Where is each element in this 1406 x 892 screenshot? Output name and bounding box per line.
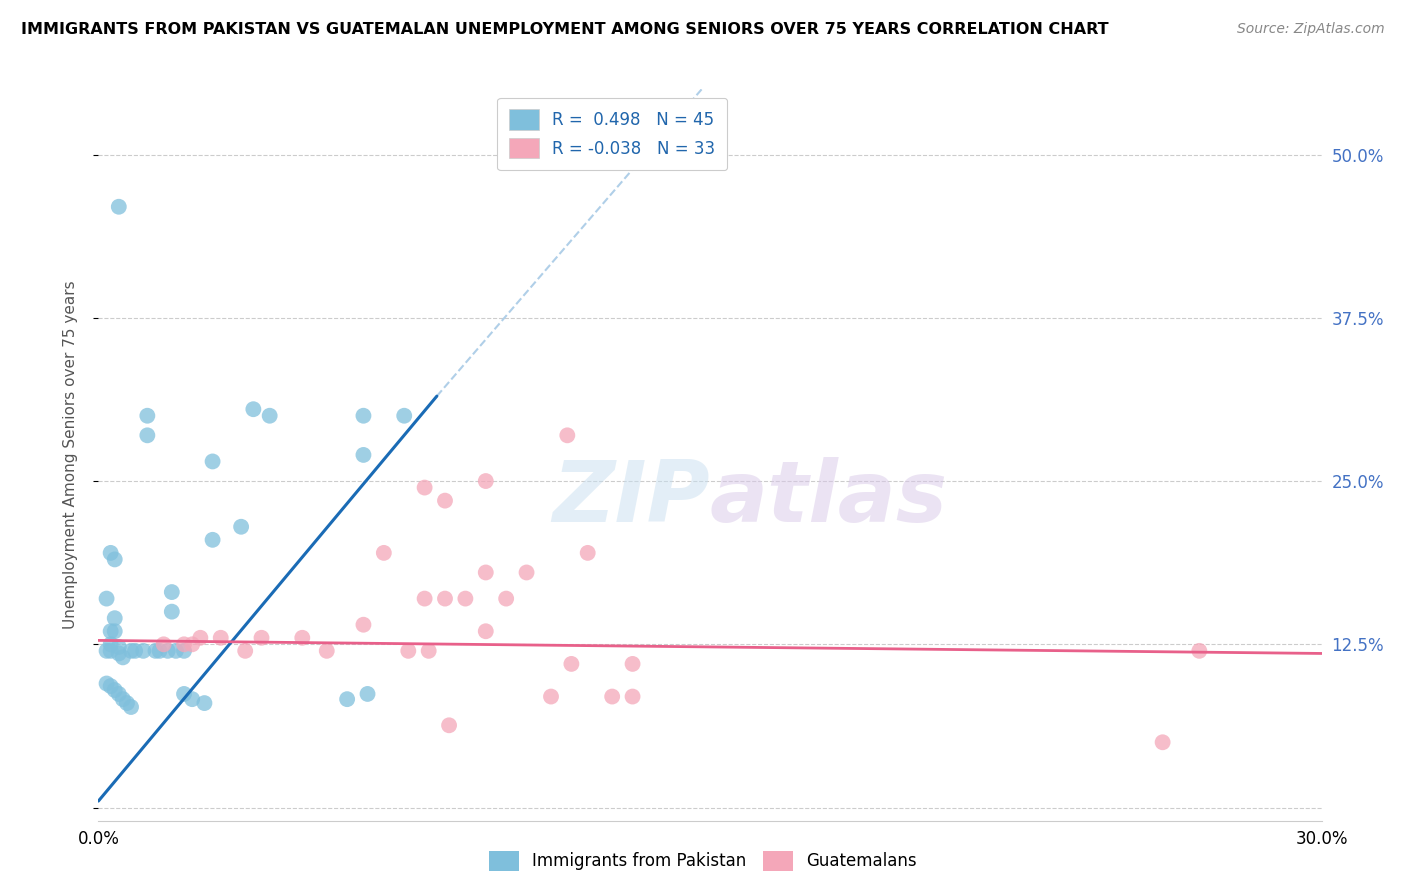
Point: [495, 591, 517, 606]
Point: [557, 428, 579, 442]
Point: [108, 200, 131, 214]
Point: [108, 647, 131, 661]
Point: [540, 690, 562, 704]
Point: [352, 409, 374, 423]
Point: [96, 644, 118, 658]
Point: [145, 644, 167, 658]
Point: [434, 493, 457, 508]
Point: [474, 624, 498, 639]
Point: [100, 624, 122, 639]
Point: [250, 631, 273, 645]
Point: [156, 644, 179, 658]
Point: [173, 687, 195, 701]
Point: [259, 409, 281, 423]
Point: [413, 591, 436, 606]
Point: [373, 546, 395, 560]
Point: [104, 611, 127, 625]
Point: [104, 624, 127, 639]
Point: [560, 657, 582, 671]
Text: atlas: atlas: [710, 458, 948, 541]
Point: [136, 428, 159, 442]
Point: [165, 644, 187, 658]
Text: Source: ZipAtlas.com: Source: ZipAtlas.com: [1237, 22, 1385, 37]
Point: [104, 552, 127, 566]
Point: [474, 566, 498, 580]
Point: [474, 474, 498, 488]
Point: [96, 676, 118, 690]
Point: [193, 696, 215, 710]
Point: [115, 696, 138, 710]
Point: [315, 644, 337, 658]
Point: [111, 650, 134, 665]
Legend: R =  0.498   N = 45, R = -0.038   N = 33: R = 0.498 N = 45, R = -0.038 N = 33: [498, 97, 727, 169]
Text: IMMIGRANTS FROM PAKISTAN VS GUATEMALAN UNEMPLOYMENT AMONG SENIORS OVER 75 YEARS : IMMIGRANTS FROM PAKISTAN VS GUATEMALAN U…: [21, 22, 1109, 37]
Text: ZIP: ZIP: [553, 458, 710, 541]
Point: [600, 690, 623, 704]
Point: [100, 637, 122, 651]
Point: [336, 692, 359, 706]
Point: [576, 546, 599, 560]
Point: [454, 591, 477, 606]
Point: [621, 690, 644, 704]
Point: [413, 481, 436, 495]
Point: [418, 644, 440, 658]
Point: [1152, 735, 1174, 749]
Point: [120, 700, 142, 714]
Point: [231, 520, 253, 534]
Point: [352, 448, 374, 462]
Point: [392, 409, 416, 423]
Point: [100, 679, 122, 693]
Legend: Immigrants from Pakistan, Guatemalans: Immigrants from Pakistan, Guatemalans: [481, 842, 925, 880]
Point: [136, 409, 159, 423]
Point: [437, 718, 460, 732]
Point: [152, 637, 174, 651]
Point: [149, 644, 172, 658]
Point: [173, 637, 195, 651]
Point: [160, 585, 183, 599]
Point: [181, 692, 204, 706]
Point: [396, 644, 419, 658]
Point: [120, 644, 142, 658]
Point: [188, 631, 212, 645]
Point: [201, 454, 224, 468]
Point: [104, 683, 127, 698]
Point: [201, 533, 224, 547]
Point: [352, 617, 374, 632]
Point: [111, 692, 134, 706]
Point: [434, 591, 457, 606]
Point: [100, 546, 122, 560]
Point: [108, 640, 131, 654]
Point: [173, 644, 195, 658]
Point: [356, 687, 378, 701]
Y-axis label: Unemployment Among Seniors over 75 years: Unemployment Among Seniors over 75 years: [63, 281, 77, 629]
Point: [1188, 644, 1211, 658]
Point: [160, 605, 183, 619]
Point: [100, 644, 122, 658]
Point: [291, 631, 314, 645]
Point: [621, 657, 644, 671]
Point: [233, 644, 256, 658]
Point: [181, 637, 204, 651]
Point: [242, 402, 264, 417]
Point: [96, 591, 118, 606]
Point: [124, 644, 146, 658]
Point: [209, 631, 232, 645]
Point: [108, 687, 131, 701]
Point: [516, 566, 538, 580]
Point: [132, 644, 155, 658]
